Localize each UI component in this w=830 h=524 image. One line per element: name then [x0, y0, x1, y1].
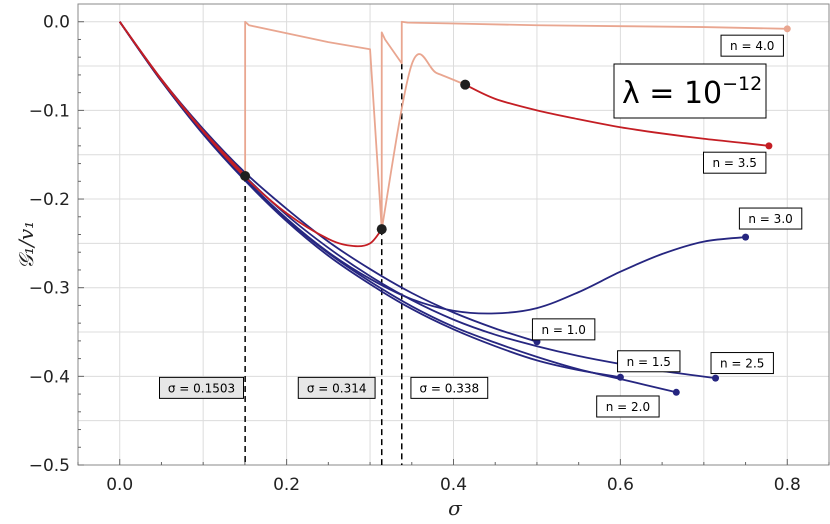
- lambda-base: λ = 10: [622, 76, 722, 111]
- series-label-box: [703, 151, 767, 174]
- series-label-text: n = 1.0: [541, 323, 585, 337]
- y-tick-label: −0.3: [29, 279, 70, 299]
- x-tick-label: 0.0: [106, 475, 133, 495]
- y-tick-label: 0.0: [43, 13, 70, 33]
- sigma-label: σ = 0.1503: [158, 376, 244, 399]
- series-label-text: n = 2.0: [606, 400, 650, 414]
- series-line-n40: [244, 20, 788, 231]
- series-label-text: n = 2.5: [720, 357, 764, 371]
- sigma-label: σ = 0.338: [410, 376, 489, 399]
- y-axis-title: 𝒢₁/v₁: [14, 221, 38, 269]
- y-tick-label: −0.2: [29, 190, 70, 210]
- sigma-label-box: [297, 376, 376, 399]
- series-label-box: [531, 318, 596, 341]
- y-tick-label: −0.4: [29, 367, 70, 387]
- series-label: n = 2.5: [710, 352, 774, 375]
- series-label-text: n = 3.5: [713, 156, 757, 170]
- sigma-label-text: σ = 0.314: [307, 381, 367, 395]
- series-label-box: [710, 352, 774, 375]
- axes-frame: [77, 3, 830, 466]
- transition-point: [240, 170, 251, 181]
- series-label-text: n = 1.5: [627, 355, 671, 369]
- transition-point: [376, 224, 387, 235]
- series-label: n = 3.0: [738, 207, 803, 230]
- series-label: n = 4.0: [720, 34, 784, 57]
- sigma-label-box: [158, 376, 244, 399]
- series-line-n35: [464, 83, 770, 147]
- series-end-point: [616, 373, 624, 381]
- series-label-box: [596, 395, 660, 418]
- y-tick-label: −0.5: [29, 456, 70, 476]
- series-line-n40: [118, 21, 247, 177]
- series-label: n = 1.0: [531, 318, 596, 341]
- series-label-box: [720, 34, 784, 57]
- series-end-point: [783, 25, 791, 33]
- series-label-text: n = 4.0: [730, 39, 774, 53]
- series-line-n35: [380, 53, 466, 230]
- series-end-point: [765, 142, 773, 150]
- sigma-label-box: [410, 376, 489, 399]
- tick-labels: 0.0 0.2 0.4 0.6 0.8 0.0 −0.1 −0.2 −0.3 −0.4 −0.5: [29, 13, 801, 495]
- series-label: n = 1.5: [617, 350, 681, 373]
- annotation-labels: n = 1.0 n = 1.5 n = 2.0 n = 2.5 n = 3.0 n = 3…: [158, 34, 803, 418]
- x-axis-title: σ: [448, 496, 463, 520]
- x-tick-label: 0.6: [607, 475, 634, 495]
- transition-point: [460, 79, 471, 90]
- series-label: n = 2.0: [596, 395, 660, 418]
- series-label-text: n = 3.0: [748, 212, 792, 226]
- series-lines: [118, 20, 788, 394]
- series-end-point: [712, 374, 720, 382]
- sigma-label-text: σ = 0.338: [419, 381, 479, 395]
- series-line-n30: [118, 21, 746, 315]
- series-label-box: [617, 350, 681, 373]
- lambda-label: λ = 10−12: [622, 73, 762, 111]
- vertical-dashed-lines: [244, 63, 403, 465]
- lambda-annotation: λ = 10−12: [613, 63, 767, 119]
- sigma-label: σ = 0.314: [297, 376, 376, 399]
- x-tick-label: 0.8: [774, 475, 801, 495]
- series-label-box: [738, 207, 803, 230]
- lambda-exponent: −12: [722, 73, 762, 95]
- sigma-label-text: σ = 0.1503: [168, 381, 235, 395]
- series-label: n = 3.5: [703, 151, 767, 174]
- lambda-box: [613, 63, 767, 119]
- x-tick-label: 0.2: [273, 475, 300, 495]
- x-tick-label: 0.4: [440, 475, 467, 495]
- series-end-point: [742, 233, 750, 241]
- y-tick-label: −0.1: [29, 101, 70, 121]
- series-end-point: [672, 388, 680, 396]
- data-points: [240, 25, 791, 396]
